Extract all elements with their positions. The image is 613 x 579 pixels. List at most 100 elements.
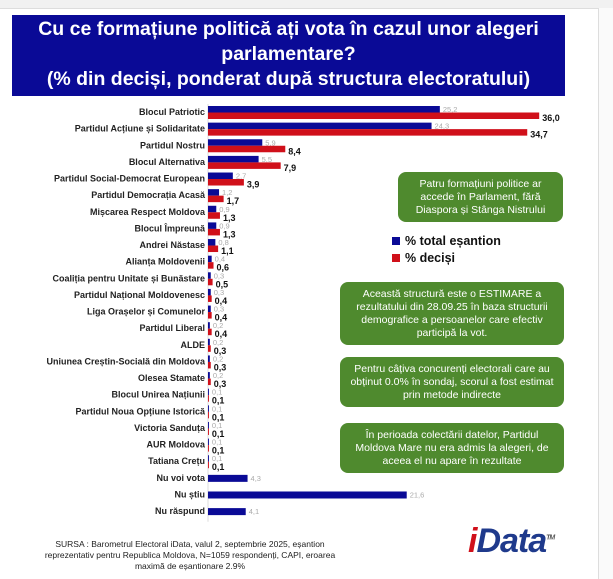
category-label: Liga Orașelor și Comunelor	[87, 307, 206, 317]
category-label: Uniunea Creștin-Socială din Moldova	[46, 356, 206, 366]
category-label: Victoria Sanduța	[134, 423, 206, 433]
bar-total-sample	[208, 474, 248, 482]
value-label-decided: 1,3	[223, 229, 236, 239]
browser-bookmarks-bar	[0, 0, 613, 9]
page-side-frame	[598, 8, 613, 579]
category-label: Partidul Acțiune și Solidaritate	[75, 124, 205, 134]
legend-item-sample: % total eșantion	[392, 234, 501, 248]
category-label: Partidul Democrația Acasă	[91, 190, 206, 200]
value-label-decided: 1,3	[223, 213, 236, 223]
value-label-decided: 0,1	[212, 462, 225, 472]
value-label-total: 21,6	[410, 490, 425, 499]
value-label-total: 0,3	[214, 288, 224, 297]
value-label-total: 0,3	[214, 271, 224, 280]
value-label-total: 4,3	[251, 474, 261, 483]
bar-total-sample	[208, 205, 217, 213]
value-label-total: 0,9	[219, 221, 229, 230]
category-label: Partidul Social-Democrat European	[54, 174, 205, 184]
bar-total-sample	[208, 272, 211, 279]
value-label-total: 0,4	[215, 255, 225, 264]
legend-label: % deciși	[405, 251, 456, 265]
value-label-total: 0,1	[212, 421, 222, 430]
value-label-decided: 7,9	[284, 163, 297, 173]
category-label: Nu voi vota	[156, 473, 206, 483]
value-label-decided: 3,9	[247, 180, 260, 190]
bar-total-sample	[208, 438, 209, 446]
bar-decided	[208, 278, 213, 286]
value-label-total: 0,9	[219, 205, 229, 214]
bar-total-sample	[208, 122, 432, 130]
category-label: Andrei Năstase	[139, 240, 205, 250]
bar-decided	[208, 228, 220, 236]
bar-total-sample	[208, 288, 211, 296]
category-label: Blocul Patriotic	[139, 107, 205, 117]
bar-total-sample	[208, 491, 407, 499]
category-label: Partidul Nostru	[140, 140, 205, 150]
note-estimate: Această structură este o ESTIMARE a rezu…	[340, 282, 564, 345]
value-label-total: 5,5	[262, 155, 272, 164]
note-moldova-mare: În perioada colectării datelor, Partidul…	[340, 423, 564, 473]
bar-decided	[208, 145, 286, 153]
category-label: Partidul Noua Opțiune Istorică	[75, 406, 206, 416]
bar-decided	[208, 461, 209, 469]
value-label-decided: 34,7	[530, 130, 548, 140]
note-indirect: Pentru câțiva concurenți electorali care…	[340, 357, 564, 407]
bar-decided	[208, 345, 211, 352]
bar-total-sample	[208, 305, 211, 313]
value-label-decided: 0,1	[212, 412, 225, 422]
category-label: Blocul Împreună	[134, 222, 206, 233]
value-label-decided: 36,0	[542, 113, 560, 123]
bar-total-sample	[208, 338, 210, 346]
legend-swatch-blue	[392, 237, 400, 245]
value-label-total: 0,2	[213, 321, 223, 330]
category-label: Mișcarea Respect Moldova	[90, 207, 206, 217]
title-line-2: parlamentare?	[221, 43, 356, 65]
bar-decided	[208, 129, 528, 136]
category-label: Olesea Stamate	[138, 373, 205, 383]
bar-decided	[208, 328, 212, 336]
category-label: Partidul Liberal	[139, 323, 205, 333]
bar-decided	[208, 179, 244, 186]
value-label-total: 5,9	[265, 138, 275, 147]
bar-total-sample	[208, 455, 209, 462]
category-label: Tatiana Crețu	[148, 456, 205, 466]
category-label: AUR Moldova	[147, 440, 206, 450]
bar-total-sample	[208, 155, 259, 163]
value-label-total: 0,1	[212, 454, 222, 463]
value-label-decided: 1,7	[227, 196, 240, 206]
bar-total-sample	[208, 139, 263, 146]
legend-item-decided: % deciși	[392, 251, 455, 265]
legend-swatch-red	[392, 254, 400, 262]
idata-logo: iDataTM	[468, 522, 555, 560]
bar-total-sample	[208, 255, 212, 263]
category-label: Coaliția pentru Unitate și Bunăstare	[52, 273, 205, 283]
bar-total-sample	[208, 239, 216, 246]
bar-decided	[208, 262, 214, 269]
value-label-decided: 0,1	[212, 396, 225, 406]
bar-decided	[208, 295, 212, 302]
bar-total-sample	[208, 405, 209, 412]
value-label-total: 0,2	[213, 371, 223, 380]
bar-decided	[208, 162, 281, 169]
chart-title: Cu ce formațiune politică ați vota în ca…	[12, 15, 565, 96]
value-label-decided: 0,4	[215, 296, 228, 306]
value-label-total: 0,1	[212, 388, 222, 397]
bar-decided	[208, 395, 209, 402]
bar-total-sample	[208, 355, 210, 362]
bar-decided	[208, 411, 209, 419]
bar-decided	[208, 361, 211, 369]
bar-total-sample	[208, 106, 440, 113]
category-label: Blocul Alternativa	[129, 157, 206, 167]
bar-decided	[208, 212, 220, 219]
value-label-decided: 0,3	[214, 379, 227, 389]
value-label-total: 24,3	[435, 122, 450, 131]
bar-total-sample	[208, 189, 220, 196]
category-label: Nu știu	[175, 489, 206, 499]
note-four-parties: Patru formațiuni politice ar accede în P…	[398, 172, 563, 222]
bar-total-sample	[208, 388, 209, 396]
bar-decided	[208, 428, 209, 435]
value-label-total: 0,1	[212, 404, 222, 413]
bar-decided	[208, 195, 224, 203]
title-line-3: (% din deciși, ponderat după structura e…	[46, 68, 531, 90]
